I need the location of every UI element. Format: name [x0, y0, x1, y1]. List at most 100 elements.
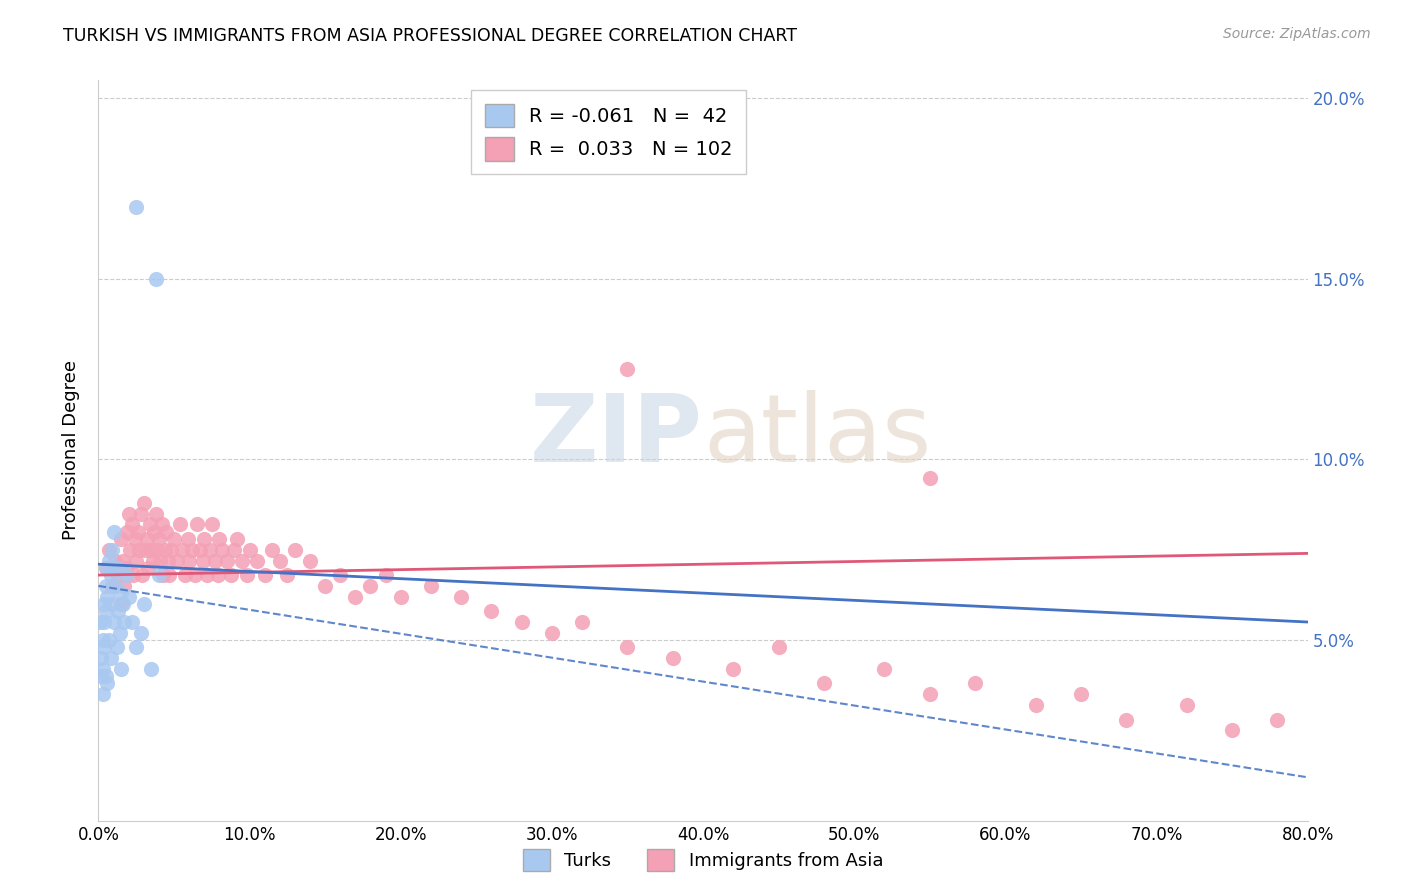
Point [208, 532, 231, 546]
Point [1267, 713, 1289, 727]
Point [314, 579, 336, 593]
Point [100, 568, 122, 582]
Point [105, 561, 128, 575]
Point [284, 542, 307, 557]
Point [129, 507, 152, 521]
Point [965, 676, 987, 690]
Point [360, 579, 382, 593]
Point [1070, 687, 1092, 701]
Point [132, 496, 155, 510]
Point [101, 597, 124, 611]
Point [481, 604, 503, 618]
Point [118, 507, 141, 521]
Point [111, 553, 134, 567]
Point [170, 542, 193, 557]
Point [91, 633, 114, 648]
Point [135, 532, 157, 546]
Text: Source: ZipAtlas.com: Source: ZipAtlas.com [1223, 27, 1371, 41]
Point [112, 615, 135, 629]
Point [98, 633, 121, 648]
Point [160, 542, 183, 557]
Point [94, 561, 117, 575]
Point [188, 542, 211, 557]
Point [329, 568, 352, 582]
Point [239, 542, 262, 557]
Point [104, 579, 127, 593]
Point [132, 597, 155, 611]
Point [184, 568, 207, 582]
Point [98, 553, 121, 567]
Point [128, 542, 150, 557]
Point [142, 553, 165, 567]
Point [246, 553, 269, 567]
Point [91, 687, 114, 701]
Point [186, 517, 208, 532]
Point [873, 662, 896, 676]
Point [143, 524, 166, 539]
Point [176, 532, 198, 546]
Point [110, 586, 132, 600]
Point [163, 532, 186, 546]
Point [121, 615, 143, 629]
Point [108, 625, 131, 640]
Point [153, 542, 176, 557]
Point [152, 568, 174, 582]
Text: TURKISH VS IMMIGRANTS FROM ASIA PROFESSIONAL DEGREE CORRELATION CHART: TURKISH VS IMMIGRANTS FROM ASIA PROFESSI… [63, 27, 797, 45]
Point [226, 532, 249, 546]
Point [93, 640, 115, 655]
Point [110, 662, 132, 676]
Point [723, 662, 745, 676]
Point [221, 568, 243, 582]
Point [374, 568, 396, 582]
Point [115, 524, 138, 539]
Point [110, 597, 132, 611]
Point [93, 615, 115, 629]
Point [103, 524, 125, 539]
Y-axis label: Professional Degree: Professional Degree [62, 360, 80, 541]
Point [94, 669, 117, 683]
Point [96, 561, 118, 575]
Point [204, 553, 226, 567]
Point [146, 542, 169, 557]
Point [299, 553, 322, 567]
Point [450, 590, 472, 604]
Point [253, 568, 276, 582]
Point [104, 553, 127, 567]
Legend: Turks, Immigrants from Asia: Turks, Immigrants from Asia [516, 842, 890, 879]
Point [125, 640, 148, 655]
Point [90, 669, 112, 683]
Point [98, 542, 121, 557]
Point [114, 561, 136, 575]
Point [96, 676, 118, 690]
Point [105, 640, 128, 655]
Point [93, 597, 115, 611]
Point [121, 517, 143, 532]
Text: atlas: atlas [703, 390, 931, 482]
Point [94, 579, 117, 593]
Point [1220, 723, 1243, 738]
Point [510, 615, 533, 629]
Point [571, 615, 593, 629]
Point [96, 590, 118, 604]
Point [616, 362, 638, 376]
Point [150, 517, 173, 532]
Point [1024, 698, 1046, 712]
Point [110, 532, 132, 546]
Point [141, 662, 163, 676]
Point [269, 553, 291, 567]
Point [420, 579, 443, 593]
Point [112, 579, 135, 593]
Point [145, 272, 167, 286]
Point [148, 532, 170, 546]
Point [179, 553, 201, 567]
Point [94, 604, 117, 618]
Point [91, 662, 114, 676]
Point [173, 568, 195, 582]
Point [120, 542, 142, 557]
Point [148, 568, 170, 582]
Point [101, 542, 124, 557]
Point [201, 517, 224, 532]
Point [211, 542, 233, 557]
Point [1115, 713, 1137, 727]
Point [125, 200, 148, 214]
